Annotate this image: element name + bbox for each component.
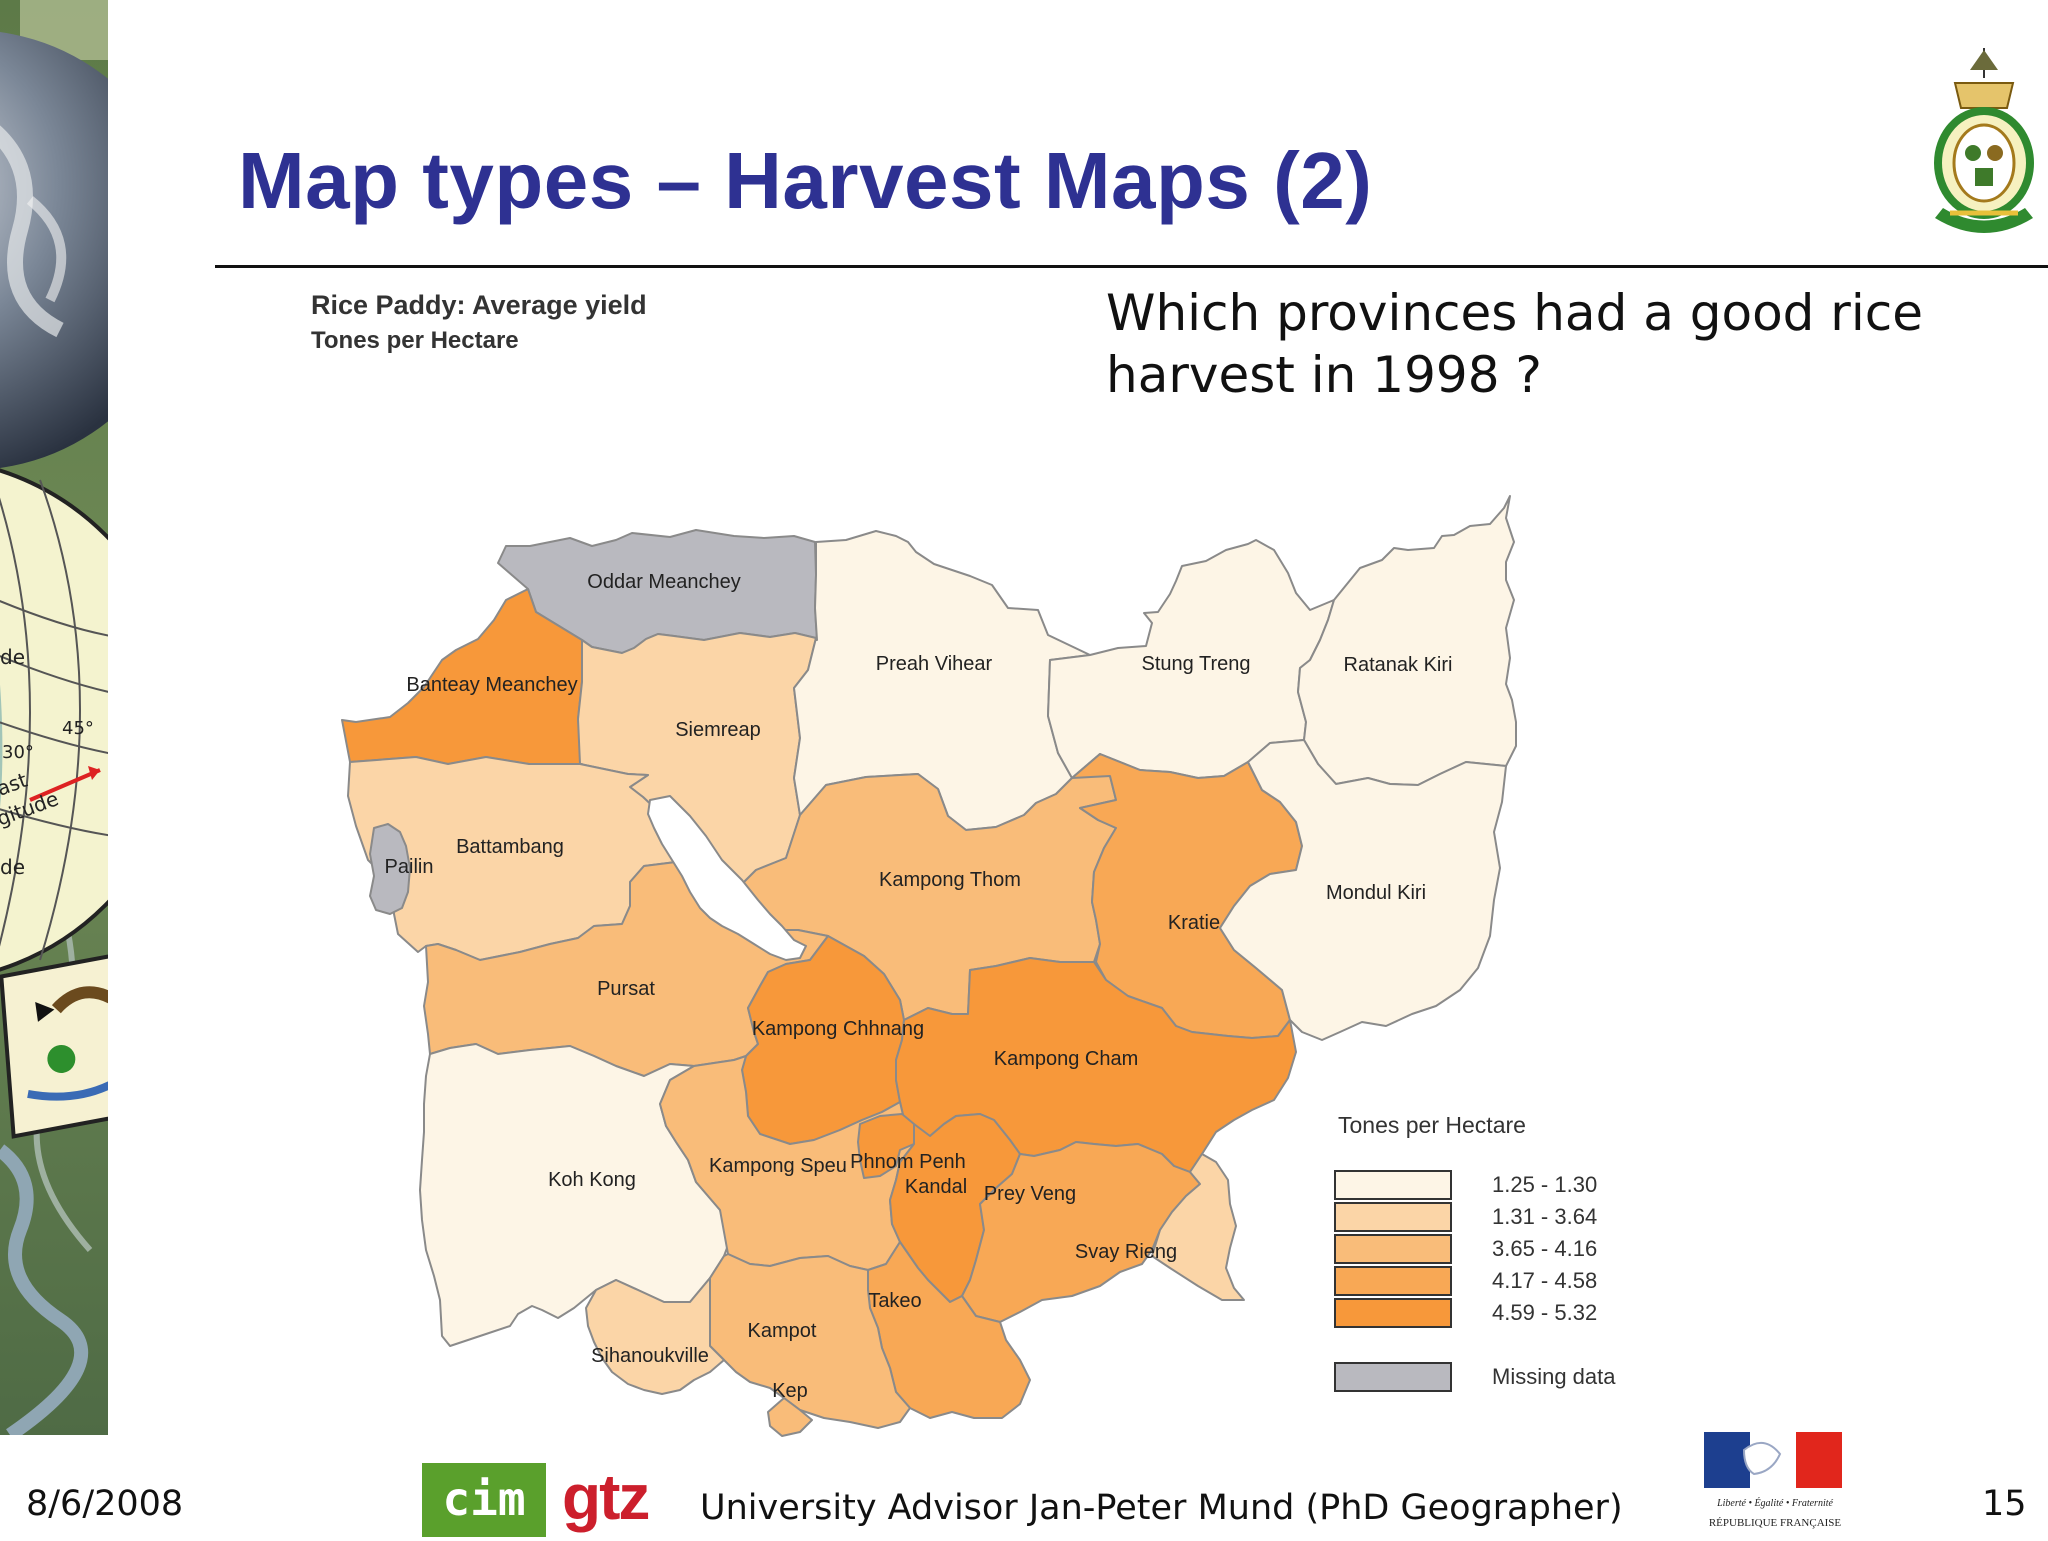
province-label: Phnom Penh: [850, 1151, 966, 1173]
province-label: Koh Kong: [548, 1169, 636, 1191]
globe-label: de: [0, 855, 25, 879]
province-label: Battambang: [456, 836, 564, 858]
legend-swatch: [1334, 1202, 1452, 1232]
map-subtitle: Tones per Hectare: [311, 327, 519, 354]
province-svay-rieng: [1151, 1153, 1245, 1301]
latitude-globe-icon: de 30° 45° ast gitude de: [0, 468, 108, 972]
legend-item: 3.65 - 4.16: [1334, 1234, 1734, 1268]
province-prey-veng: [961, 1141, 1201, 1323]
province-label: Pursat: [597, 978, 655, 1000]
legend-label: 1.31 - 3.64: [1492, 1204, 1598, 1229]
slide-question: Which provinces had a good rice harvest …: [1106, 284, 1923, 404]
province-kampot: [709, 1253, 911, 1429]
legend-swatch: [1334, 1234, 1452, 1264]
slide-date: 8/6/2008: [26, 1484, 184, 1524]
province-label: Kampong Chhnang: [752, 1018, 924, 1040]
province-ratanak-kiri: [1297, 495, 1517, 786]
slide-title: Map types – Harvest Maps (2): [238, 136, 1373, 225]
map-title-block: Rice Paddy: Average yield Tones per Hect…: [311, 290, 647, 355]
cambodia-province-map: Oddar Meanchey Banteay Meanchey Siemreap…: [341, 495, 1517, 1437]
province-label: Takeo: [868, 1290, 921, 1312]
province-label: Pailin: [385, 856, 434, 878]
province-label: Banteay Meanchey: [406, 674, 577, 696]
province-label: Siemreap: [675, 719, 761, 741]
globe-label: 45°: [62, 718, 94, 739]
province-label: Prey Veng: [984, 1183, 1076, 1205]
legend-item: 1.31 - 3.64: [1334, 1202, 1734, 1236]
legend-label: 4.17 - 4.58: [1492, 1268, 1598, 1293]
legend-item: 4.17 - 4.58: [1334, 1266, 1734, 1300]
province-label: Oddar Meanchey: [587, 571, 740, 593]
legend-label: 1.25 - 1.30: [1492, 1172, 1598, 1197]
legend-swatch: [1334, 1170, 1452, 1200]
province-label: Stung Treng: [1142, 653, 1251, 675]
province-label: Preah Vihear: [876, 653, 993, 675]
gtz-logo: gtz: [562, 1461, 650, 1533]
legend-item: 4.59 - 5.32: [1334, 1298, 1734, 1332]
decorative-sidebar: de 30° 45° ast gitude de: [0, 0, 108, 1435]
legend-swatch: [1334, 1266, 1452, 1296]
cim-logo-text: cim: [442, 1472, 525, 1526]
province-label: Kampong Cham: [994, 1048, 1139, 1070]
province-label: Sihanoukville: [591, 1345, 709, 1367]
province-label: Mondul Kiri: [1326, 882, 1426, 904]
province-label: Kampong Speu: [709, 1155, 847, 1177]
province-phnom-penh: [857, 1113, 915, 1179]
rf-name: RÉPUBLIQUE FRANÇAISE: [1709, 1517, 1842, 1529]
cim-logo: cim: [422, 1463, 546, 1537]
globe-label: 30°: [2, 742, 34, 763]
treasure-map-icon: [0, 933, 108, 1139]
province-label: Kampot: [748, 1320, 817, 1342]
tonle-sap-lake: [647, 795, 807, 961]
province-mondul-kiri: [1219, 739, 1507, 1041]
province-label: Kampong Thom: [879, 869, 1021, 891]
map-title: Rice Paddy: Average yield: [311, 290, 647, 320]
earth-globe-icon: [0, 32, 108, 468]
province-label: Kep: [772, 1380, 808, 1402]
province-label: Svay Rieng: [1075, 1241, 1177, 1263]
legend-label: 4.59 - 5.32: [1492, 1300, 1598, 1325]
legend-swatch: [1334, 1298, 1452, 1328]
legend-title: Tones per Hectare: [1338, 1112, 1526, 1138]
legend-label: Missing data: [1492, 1364, 1616, 1389]
legend-label: 3.65 - 4.16: [1492, 1236, 1598, 1261]
legend-item: 1.25 - 1.30: [1334, 1170, 1734, 1204]
legend-item-missing: Missing data: [1334, 1362, 1734, 1396]
province-sihanoukville: [585, 1277, 725, 1395]
province-label: Kandal: [905, 1176, 967, 1198]
province-label: Kratie: [1168, 912, 1220, 934]
province-kep: [767, 1397, 813, 1437]
page-number: 15: [1982, 1484, 2027, 1524]
legend-swatch: [1334, 1362, 1452, 1392]
province-pailin: [369, 823, 411, 915]
university-emblem-logo: [1925, 48, 2043, 238]
province-label: Ratanak Kiri: [1344, 654, 1453, 676]
rf-motto: Liberté • Égalité • Fraternité: [1716, 1497, 1833, 1509]
advisor-credit: University Advisor Jan-Peter Mund (PhD G…: [700, 1488, 1623, 1528]
republique-francaise-logo: Liberté • Égalité • Fraternité RÉPUBLIQU…: [1700, 1430, 1850, 1537]
globe-label: de: [0, 645, 25, 669]
title-divider: [215, 265, 2048, 268]
